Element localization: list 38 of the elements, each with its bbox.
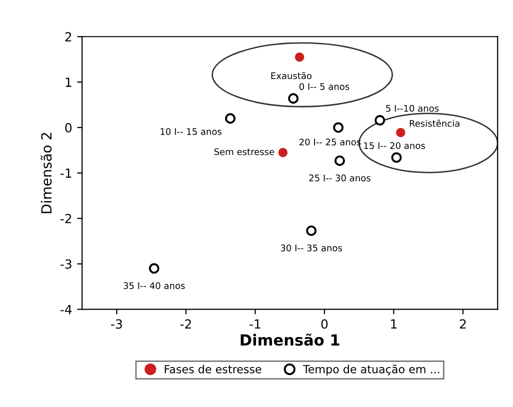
legend-label: Fases de estresse (164, 364, 262, 374)
point (306, 225, 317, 236)
x-tick-label: -3 (111, 319, 122, 329)
point (396, 128, 406, 138)
annotation: 30 I-- 35 anos (280, 244, 342, 252)
annotation: 10 I-- 15 anos (160, 128, 222, 135)
point (334, 155, 345, 166)
annotation: Sem estresse (214, 148, 274, 156)
y-tick-label: -3 (60, 259, 72, 269)
y-tick-label: -1 (60, 168, 72, 178)
annotation: 25 I-- 30 anos (309, 174, 370, 182)
point (333, 122, 344, 133)
x-axis-title: Dimensão 1 (240, 334, 340, 346)
annotation: 15 I-- 20 anos (364, 142, 425, 150)
y-tick-label: 2 (65, 32, 72, 42)
point (374, 115, 386, 126)
annotation: Exaustão (271, 72, 312, 80)
annotation: 0 I-- 5 anos (299, 83, 350, 90)
point (225, 113, 236, 124)
legend-label: Tempo de atuação em ... (302, 364, 440, 376)
y-tick-label: 1 (66, 78, 72, 87)
point (294, 52, 304, 62)
x-tick-label: 0 (321, 319, 328, 329)
y-tick-label: 0 (65, 123, 72, 132)
annotation: 35 I-- 40 anos (124, 282, 185, 290)
y-tick-label: -2 (60, 214, 72, 224)
x-tick-label: 2 (460, 319, 466, 329)
point (148, 263, 160, 274)
x-tick-label: 1 (391, 319, 397, 329)
x-tick-label: -1 (250, 319, 260, 329)
point (391, 152, 402, 163)
x-tick-label: -2 (180, 319, 191, 329)
y-axis-title: Dimensão 2 (40, 132, 52, 214)
point (278, 148, 288, 158)
annotation: 5 I--10 anos (386, 104, 439, 112)
y-tick-label: -4 (60, 304, 72, 314)
annotation: Resistência (410, 119, 460, 127)
point (288, 93, 299, 104)
